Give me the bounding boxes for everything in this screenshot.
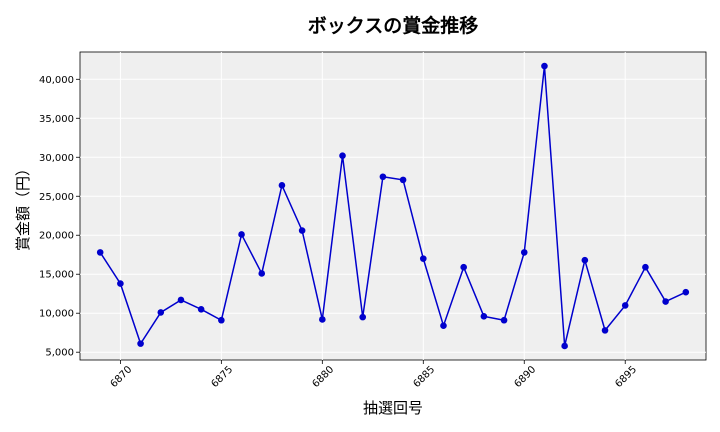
data-point	[359, 313, 367, 321]
x-tick-label: 6890	[512, 364, 538, 390]
x-axis-label: 抽選回号	[363, 399, 423, 417]
x-axis-ticks: 6870 6875 6880 6885 6890 6895	[109, 360, 639, 390]
x-tick-label: 6875	[210, 364, 236, 390]
data-point	[258, 270, 266, 277]
data-point	[96, 249, 104, 256]
data-point	[137, 340, 144, 347]
y-axis-ticks: 5,000 10,000 15,000 20,000 25,000 30,000 35,00…	[39, 75, 80, 359]
y-tick-label: 20,000	[39, 231, 74, 242]
y-tick-label: 10,000	[39, 309, 74, 320]
data-point	[541, 62, 548, 70]
y-tick-label: 35,000	[39, 114, 74, 125]
data-point	[278, 182, 286, 189]
y-tick-label: 25,000	[39, 192, 74, 203]
data-point	[419, 255, 427, 262]
data-point	[298, 227, 306, 234]
data-point	[177, 296, 185, 304]
data-point	[440, 322, 447, 329]
series-line	[99, 65, 687, 347]
x-tick-label: 6870	[109, 364, 135, 390]
data-point	[682, 288, 690, 296]
y-axis-label: 賞金額（円）	[14, 161, 32, 251]
x-tick-label: 6885	[411, 364, 437, 390]
x-tick-label: 6880	[310, 364, 336, 390]
y-tick-label: 15,000	[39, 270, 74, 281]
data-point	[601, 327, 609, 334]
data-point	[379, 173, 387, 181]
data-point	[157, 309, 165, 316]
data-point	[561, 342, 568, 350]
y-tick-label: 5,000	[45, 348, 74, 359]
plot-area	[79, 51, 707, 361]
data-point	[642, 263, 649, 271]
x-tick-label: 6895	[613, 364, 639, 390]
data-point	[238, 231, 245, 238]
chart-title: ボックスの賞金推移	[308, 14, 478, 37]
data-point	[197, 306, 205, 313]
data-point	[339, 152, 346, 160]
data-point	[218, 316, 225, 324]
data-point	[621, 302, 629, 309]
data-point	[399, 176, 407, 184]
data-point	[581, 256, 589, 264]
y-tick-label: 40,000	[39, 75, 74, 86]
data-point	[520, 249, 528, 256]
data-point	[117, 280, 124, 287]
data-point	[460, 263, 467, 271]
data-point	[480, 313, 488, 320]
data-point	[319, 316, 326, 323]
data-point	[662, 298, 669, 305]
data-point	[500, 316, 508, 324]
y-tick-label: 30,000	[39, 153, 74, 164]
series-group	[96, 62, 690, 350]
